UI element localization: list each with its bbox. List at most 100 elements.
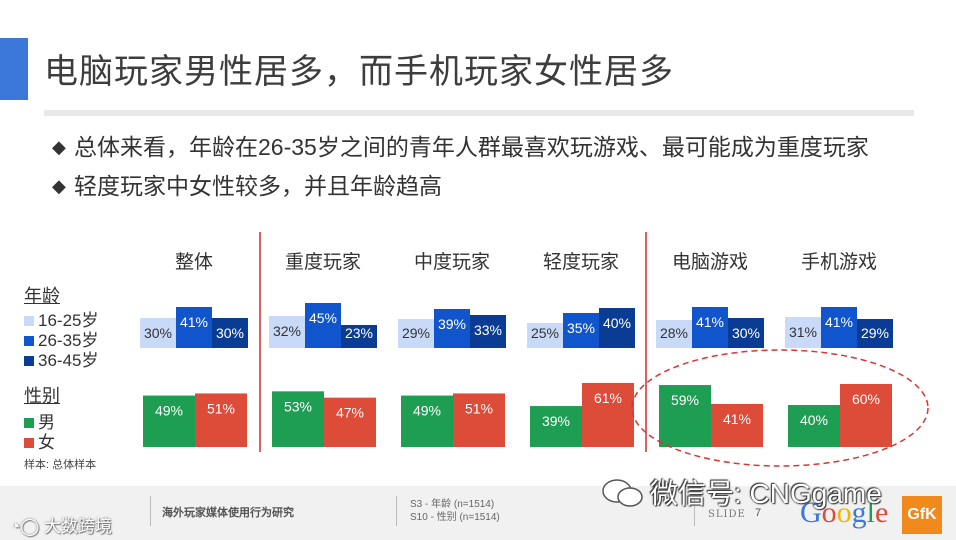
age-bar-label: 30% (732, 325, 760, 341)
age-bar-label: 23% (345, 325, 373, 341)
gender-bar (143, 395, 195, 447)
footer-divider (694, 496, 695, 526)
age-bar (212, 318, 248, 348)
footer-source-line: S3 - 年龄 (n=1514) (410, 499, 495, 510)
diamond-bullet-icon: ◆ (52, 176, 66, 196)
group-separator (259, 232, 261, 452)
wechat-icon (602, 479, 643, 507)
group-header: 电脑游戏 (671, 252, 748, 273)
bullet-text: 轻度玩家中女性较多，并且年龄趋高 (74, 173, 442, 199)
legend-label: 女 (38, 433, 55, 452)
age-bar (692, 307, 728, 348)
gender-bar (401, 395, 453, 447)
gender-bar (272, 391, 324, 447)
highlight-circle (631, 349, 929, 467)
gender-bar (840, 384, 892, 447)
legend-label: 26-35岁 (38, 331, 99, 350)
group-header: 轻度玩家 (542, 252, 619, 273)
wechat-watermark: 微信号: CNGgame (650, 478, 882, 509)
gfk-logo: GfK (902, 496, 942, 534)
gender-bar (582, 382, 634, 447)
gender-bar (788, 405, 840, 447)
gender-bar-label: 41% (723, 411, 751, 427)
title-divider (44, 110, 914, 116)
age-bar-label: 45% (309, 310, 337, 326)
legend-swatch (24, 438, 34, 448)
slide-label: SLIDE (708, 509, 746, 520)
brand-watermark-text: 大数跨境 (44, 517, 113, 536)
age-bar-label: 35% (567, 320, 595, 336)
age-bar (563, 313, 599, 348)
age-bar (341, 325, 377, 348)
age-bar-label: 29% (861, 325, 889, 341)
gender-bar-label: 51% (207, 400, 235, 416)
age-bar (527, 323, 563, 348)
gender-legend-heading: 性别 (24, 386, 60, 406)
gender-bar-label: 40% (800, 412, 828, 428)
google-logo: Google (800, 496, 889, 529)
group-header: 重度玩家 (284, 252, 361, 273)
age-legend-heading: 年龄 (24, 286, 60, 306)
age-bar-label: 33% (474, 322, 502, 338)
brand-watermark-icon: ◔◯ (10, 517, 45, 536)
group-header: 中度玩家 (413, 252, 490, 273)
age-bar (269, 316, 305, 348)
gender-bar (530, 406, 582, 447)
gender-bar-label: 61% (594, 390, 622, 406)
age-bar (728, 318, 764, 348)
page-title: 电脑玩家男性居多，而手机玩家女性居多 (44, 53, 674, 91)
group-separator (645, 232, 647, 452)
age-bar-label: 31% (789, 324, 817, 340)
legend-item-age-16-25: 16-25岁 (24, 306, 98, 331)
gender-bar-label: 59% (671, 392, 699, 408)
gender-bar-label: 53% (284, 398, 312, 414)
title-accent-bar (0, 38, 28, 100)
gender-bar-label: 49% (413, 403, 441, 419)
age-bar-label: 39% (438, 316, 466, 332)
gender-bar-label: 60% (852, 391, 880, 407)
legend-swatch (24, 316, 34, 326)
group-header: 整体 (174, 252, 213, 273)
bullet-item: ◆ 总体来看，年龄在26-35岁之间的青年人群最喜欢玩游戏、最可能成为重度玩家 (52, 128, 869, 167)
legend-swatch (24, 356, 34, 366)
footer-divider (150, 496, 151, 526)
gender-bar (453, 393, 505, 447)
sample-note: 样本: 总体样本 (24, 459, 97, 471)
age-bar-label: 41% (180, 314, 208, 330)
age-bar (305, 303, 341, 348)
age-bar-label: 30% (216, 325, 244, 341)
age-bar-label: 40% (603, 315, 631, 331)
footer-source-line: S10 - 性别 (n=1514) (410, 512, 500, 523)
age-bar-label: 29% (402, 325, 430, 341)
gender-bar (659, 385, 711, 447)
legend-item-age-26-35: 26-35岁 (24, 326, 98, 351)
age-bar-label: 28% (660, 325, 688, 341)
gender-bar-label: 39% (542, 413, 570, 429)
gender-bar (711, 403, 763, 447)
footer-divider (396, 496, 397, 526)
age-bar (599, 308, 635, 348)
gender-bar (195, 393, 247, 447)
age-bar (140, 318, 176, 348)
bar-chart: 30% 41% 30% 32% 45% 23% 29% 39% 33% 25% 35% 40% 28% 4… (140, 303, 929, 467)
gender-bar-label: 49% (155, 403, 183, 419)
gender-bar-label: 47% (336, 405, 364, 421)
age-bar (785, 317, 821, 348)
legend-swatch (24, 336, 34, 346)
gender-bar-label: 51% (465, 400, 493, 416)
age-bar (176, 307, 212, 348)
footer-report-title: 海外玩家媒体使用行为研究 (162, 507, 294, 519)
age-bar (470, 315, 506, 348)
bullet-item: ◆ 轻度玩家中女性较多，并且年龄趋高 (52, 167, 869, 206)
age-bar-label: 30% (144, 325, 172, 341)
footer-bar (0, 486, 956, 540)
legend-item-age-36-45: 36-45岁 (24, 346, 98, 371)
group-header: 手机游戏 (800, 252, 877, 273)
legend-label: 16-25岁 (38, 311, 99, 330)
gender-bar (324, 397, 376, 447)
diamond-bullet-icon: ◆ (52, 137, 66, 157)
age-bar-label: 32% (273, 323, 301, 339)
bullet-text: 总体来看，年龄在26-35岁之间的青年人群最喜欢玩游戏、最可能成为重度玩家 (74, 134, 869, 160)
age-bar-label: 41% (825, 314, 853, 330)
footer-source: S3 - 年龄 (n=1514) S10 - 性别 (n=1514) (410, 498, 500, 524)
